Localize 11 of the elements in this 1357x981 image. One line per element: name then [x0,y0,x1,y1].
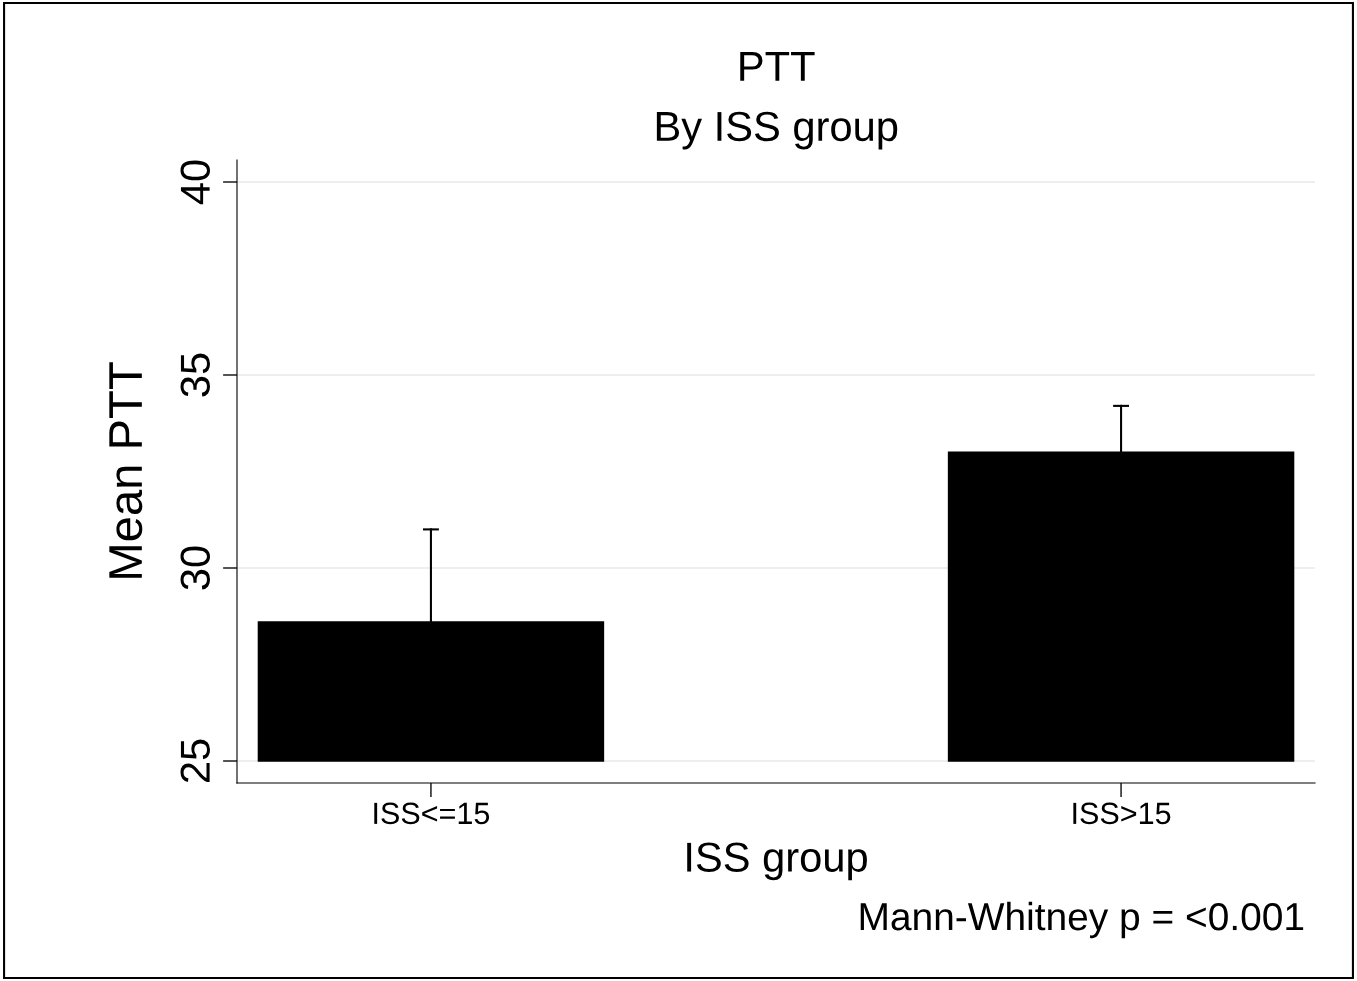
y-tick-label: 30 [180,546,211,590]
x-axis-title: ISS group [687,842,867,881]
y-tick-label: 35 [180,353,211,397]
x-tick-label: ISS<=15 [374,802,490,825]
y-axis-title: Mean PTT [109,362,143,578]
text: Mann-Whitney p = <0.001 [860,901,1304,939]
y-tick-label: 40 [180,160,211,205]
chart-title: PTT [740,52,815,81]
y-tick-label: 25 [180,739,211,783]
x-tick-label: ISS>15 [1073,802,1171,825]
chart-subtitle: By ISS group [656,111,898,150]
